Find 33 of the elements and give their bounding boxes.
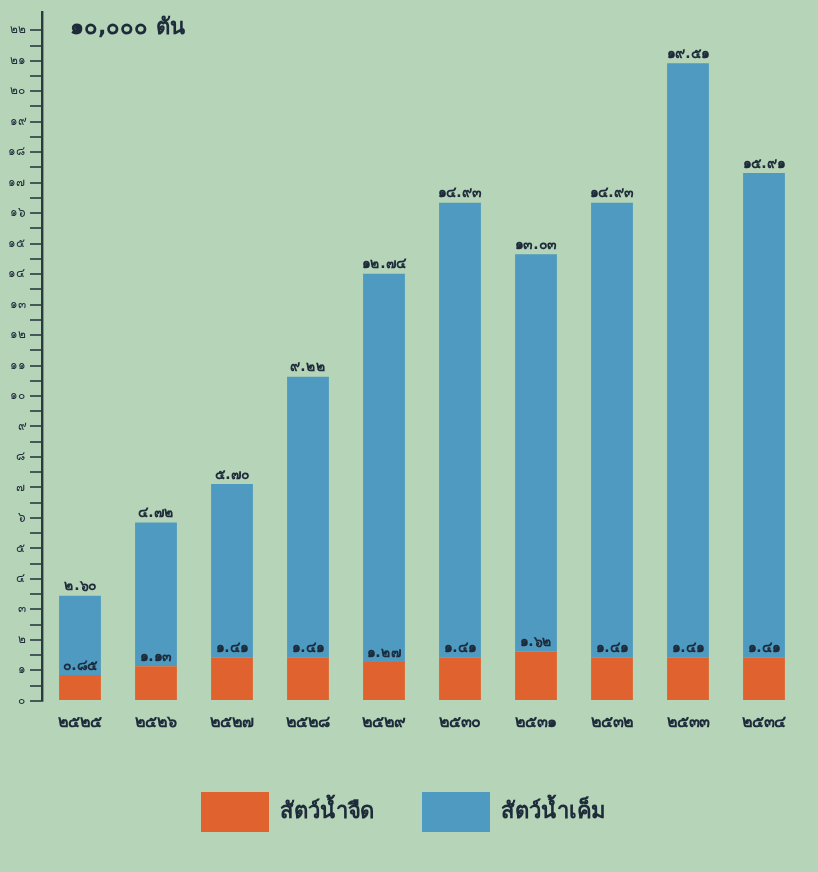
x-tick-label: ๒๕๓๑	[515, 712, 557, 731]
bar	[211, 484, 253, 658]
bar	[135, 666, 177, 700]
x-tick-label: ๒๕๒๖	[135, 712, 177, 731]
bar	[667, 657, 709, 700]
bar	[211, 657, 253, 700]
x-tick-label: ๒๕๒๘	[286, 712, 330, 731]
bar	[743, 657, 785, 700]
bar	[515, 254, 557, 652]
bar	[287, 657, 329, 700]
bar	[743, 172, 785, 658]
bar	[439, 657, 481, 700]
y-axis-title: ๑๐,๐๐๐ ตัน	[70, 13, 187, 40]
x-tick-label: ๒๕๓๒	[591, 712, 633, 731]
bar	[59, 595, 101, 675]
bar	[591, 202, 633, 658]
bar	[515, 651, 557, 700]
legend-label: สัตว์น้ำจืด	[280, 793, 374, 824]
bar	[135, 522, 177, 667]
bar	[59, 674, 101, 700]
bar	[439, 202, 481, 658]
x-tick-label: ๒๕๓๓	[667, 712, 711, 731]
bar	[363, 273, 405, 663]
bar	[363, 662, 405, 700]
bar	[591, 657, 633, 700]
legend-label: สัตว์น้ำเค็ม	[501, 793, 605, 824]
x-tick-label: ๒๕๒๕	[58, 712, 102, 731]
x-tick-label: ๒๕๓๐	[439, 712, 481, 731]
bar	[667, 63, 709, 658]
x-tick-label: ๒๕๓๔	[742, 712, 786, 731]
bar	[287, 376, 329, 658]
x-tick-label: ๒๕๒๗	[210, 712, 254, 731]
x-tick-label: ๒๕๒๙	[362, 712, 406, 731]
